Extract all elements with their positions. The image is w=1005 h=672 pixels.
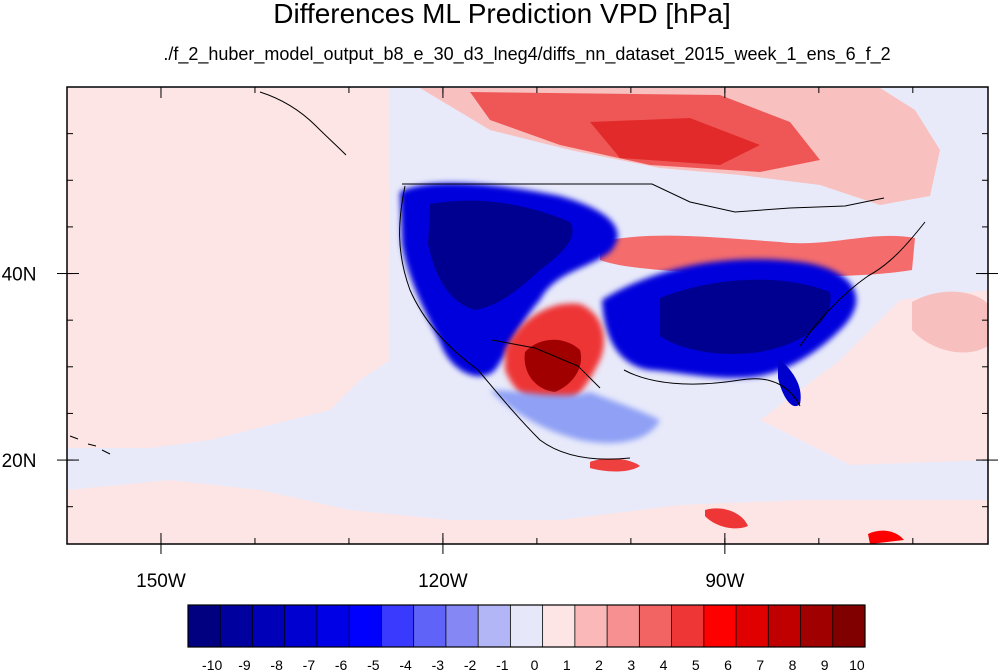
- colorbar-label: 7: [756, 657, 764, 672]
- colorbar-label: -6: [335, 657, 348, 672]
- colorbar-segment: [736, 605, 769, 647]
- colorbar-segment: [510, 605, 544, 647]
- mexico-negative-region: [490, 390, 660, 444]
- lat-tick-label: 20N: [2, 451, 37, 472]
- colorbar-segment: [703, 605, 737, 647]
- atlantic-positive-patch: [912, 291, 988, 353]
- colorbar: -10 -9 -8 -7 -6 -5 -4 -3 -2 -1 0 1 2 3 4 5 6 7 8 9 10: [187, 604, 866, 672]
- colorbar-label: 8: [789, 657, 797, 672]
- colorbar-label: -8: [270, 657, 283, 672]
- colorbar-label: 10: [849, 657, 865, 672]
- colorbar-segment: [478, 605, 511, 647]
- map-axis-ticks: 150W 120W 90W 40N 20N: [2, 87, 998, 592]
- southeast-core-negative: [660, 279, 831, 355]
- colorbar-segment: [349, 605, 382, 647]
- colorbar-segment: [381, 605, 415, 647]
- colorbar-label: -4: [399, 657, 412, 672]
- west-coast-line: [399, 185, 631, 460]
- colorbar-label: -9: [238, 657, 251, 672]
- southern-positive-band: [67, 480, 988, 544]
- colorbar-label: 0: [531, 657, 539, 672]
- northern-us-positive-band: [600, 235, 915, 277]
- hawaii-outline: [69, 435, 111, 455]
- colorbar-label: -10: [202, 657, 222, 672]
- colorbar-label: -3: [432, 657, 445, 672]
- southeast-corner-positive-patch: [868, 530, 904, 544]
- colorbar-segment: [316, 605, 350, 647]
- colorbar-label: -7: [303, 657, 316, 672]
- colorbar-segment: [768, 605, 802, 647]
- map-boundaries: [69, 91, 926, 460]
- map-title: Differences ML Prediction VPD [hPa]: [273, 0, 731, 29]
- colorbar-label: 6: [724, 657, 732, 672]
- colorbar-label: 9: [821, 657, 829, 672]
- western-core-negative: [428, 200, 573, 310]
- lon-tick-label: 150W: [136, 571, 186, 592]
- colorbar-segment: [445, 605, 479, 647]
- colorbar-label: -1: [496, 657, 509, 672]
- colorbar-segment: [252, 605, 286, 647]
- colorbar-label: 2: [595, 657, 603, 672]
- lon-tick-label: 120W: [418, 571, 468, 592]
- colorbar-label: 5: [692, 657, 700, 672]
- colorbar-label: -5: [367, 657, 380, 672]
- lon-tick-label: 90W: [705, 571, 744, 592]
- central-america-positive-patch: [705, 508, 748, 529]
- colorbar-segment: [413, 605, 447, 647]
- colorbar-segment: [639, 605, 673, 647]
- colorbar-segment: [607, 605, 640, 647]
- colorbar-label: 1: [563, 657, 571, 672]
- map-area: [66, 86, 989, 545]
- southwest-core-positive: [524, 339, 582, 392]
- colorbar-label: 3: [627, 657, 635, 672]
- map-field: [67, 88, 988, 544]
- colorbar-segment: [284, 605, 318, 647]
- east-coast-line: [623, 221, 926, 407]
- colorbar-frame: [187, 604, 866, 648]
- us-mexico-border-line: [491, 339, 601, 389]
- colorbar-segment: [800, 605, 834, 647]
- colorbar-segment: [671, 605, 705, 647]
- lat-tick-label: 40N: [2, 265, 37, 286]
- colorbar-segment: [574, 605, 608, 647]
- florida-negative: [778, 358, 801, 407]
- caribbean-positive-patch: [590, 458, 640, 472]
- canadian-core-positive: [590, 118, 760, 165]
- map-frame: [66, 86, 989, 545]
- colorbar-segment: [188, 605, 221, 647]
- colorbar-label: 4: [660, 657, 668, 672]
- colorbar-segment: [542, 605, 576, 647]
- colorbar-segment: [220, 605, 253, 647]
- alaska-coast-line: [259, 91, 347, 156]
- colorbar-label: -2: [464, 657, 477, 672]
- pacific-positive-region: [67, 88, 390, 448]
- map-subtitle: ./f_2_huber_model_output_b8_e_30_d3_lneg…: [163, 44, 890, 65]
- colorbar-segment: [832, 605, 866, 647]
- canada-us-border-line: [402, 183, 885, 213]
